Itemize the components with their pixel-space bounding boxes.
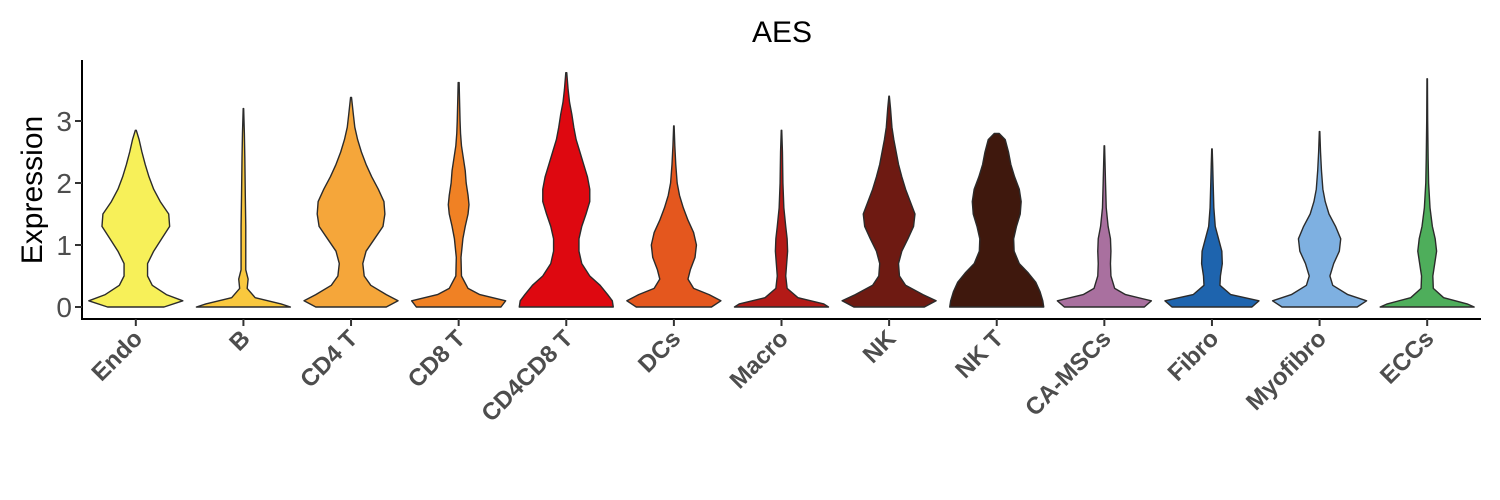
violin-cd8-t (410, 81, 507, 308)
violin-dcs (626, 125, 722, 308)
y-tick-label-0: 0 (56, 292, 72, 323)
violin-nk (841, 95, 937, 308)
violin-myofibro (1271, 130, 1368, 308)
x-tick-label-endo: Endo (87, 325, 149, 387)
violin-ca-mscs (1056, 145, 1153, 308)
x-tick-label-myofibro: Myofibro (1241, 325, 1332, 416)
x-tick-label-nk-t: NK T (950, 325, 1009, 384)
violin-nk-t (949, 132, 1045, 308)
violin-eccs (1379, 78, 1475, 308)
violin-cd4cd8-t (518, 71, 614, 308)
chart-title: AES (752, 16, 812, 49)
y-axis-ticks: 0 1 2 3 (56, 106, 82, 323)
y-tick-label-2: 2 (56, 168, 72, 199)
x-tick-label-macro: Macro (725, 325, 794, 394)
violin-endo (88, 129, 184, 308)
y-tick-label-1: 1 (56, 230, 72, 261)
violin-cd4-t (303, 96, 399, 308)
violin-b (195, 107, 292, 308)
x-tick-label-b: B (224, 325, 255, 356)
x-tick-label-fibro: Fibro (1163, 325, 1225, 387)
x-tick-label-cd8-t: CD8 T (403, 325, 471, 393)
x-tick-label-dcs: DCs (633, 325, 686, 378)
y-axis-label: Expression (16, 116, 49, 264)
y-tick-label-3: 3 (56, 106, 72, 137)
x-tick-label-ca-mscs: CA-MSCs (1020, 325, 1116, 421)
violin-macro (733, 129, 830, 308)
x-tick-label-cd4cd8-t: CD4CD8 T (476, 325, 578, 427)
x-tick-label-nk: NK (858, 325, 902, 369)
violin-fibro (1164, 148, 1260, 308)
x-tick-label-eccs: ECCs (1375, 325, 1439, 389)
violin-layer (88, 71, 1475, 308)
x-axis-ticks: Endo B CD4 T CD8 T CD4CD8 T DCs Macro NK NK T CA-… (87, 319, 1439, 427)
x-tick-label-cd4-t: CD4 T (295, 325, 363, 393)
